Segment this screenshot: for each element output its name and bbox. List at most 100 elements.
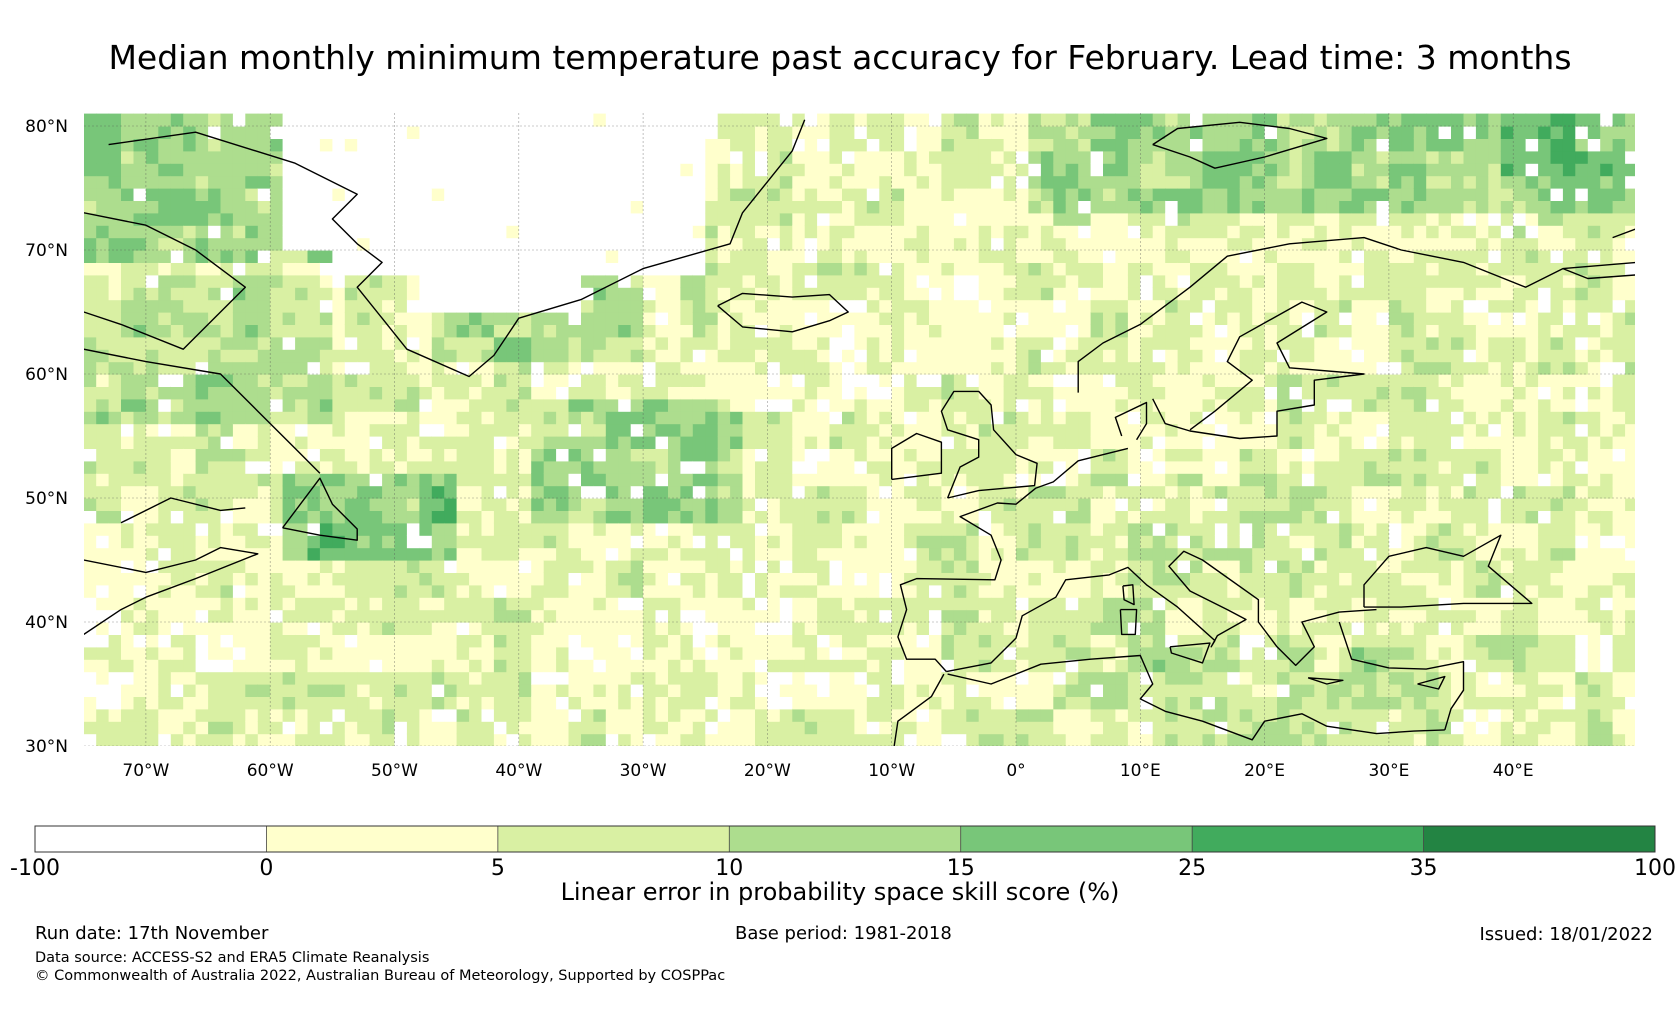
- skill-cell: [481, 535, 495, 549]
- skill-cell: [183, 374, 197, 387]
- skill-cell: [469, 299, 483, 313]
- skill-cell: [842, 262, 855, 276]
- skill-cell: [755, 510, 768, 524]
- skill-cell: [1140, 646, 1154, 660]
- skill-cell: [220, 336, 234, 350]
- skill-cell: [1289, 646, 1303, 660]
- skill-cell: [121, 448, 134, 462]
- skill-cell: [730, 584, 744, 598]
- skill-cell: [344, 609, 358, 623]
- skill-cell: [1264, 336, 1278, 350]
- skill-cell: [121, 299, 134, 313]
- skill-cell: [506, 597, 520, 611]
- skill-cell: [1103, 225, 1116, 239]
- skill-cell: [1028, 584, 1042, 598]
- skill-cell: [158, 460, 172, 474]
- skill-cell: [605, 299, 619, 313]
- skill-cell: [121, 622, 134, 635]
- skill-cell: [1214, 498, 1228, 511]
- skill-cell: [568, 510, 582, 524]
- skill-cell: [605, 423, 619, 437]
- skill-cell: [158, 436, 172, 449]
- skill-cell: [419, 510, 433, 524]
- skill-cell: [1152, 299, 1166, 313]
- skill-cell: [630, 646, 644, 660]
- skill-cell: [158, 560, 172, 573]
- skill-cell: [717, 473, 731, 487]
- skill-cell: [531, 535, 545, 549]
- skill-cell: [755, 237, 768, 251]
- skill-cell: [133, 411, 147, 425]
- skill-cell: [232, 473, 246, 487]
- skill-cell: [1277, 287, 1290, 301]
- skill-cell: [1127, 250, 1141, 263]
- skill-cell: [668, 299, 681, 313]
- skill-cell: [481, 287, 495, 301]
- skill-cell: [730, 423, 744, 437]
- skill-cell: [158, 262, 172, 276]
- skill-cell: [220, 659, 234, 673]
- skill-cell: [431, 560, 445, 573]
- skill-cell: [630, 622, 644, 635]
- skill-cell: [817, 609, 831, 623]
- skill-cell: [817, 250, 831, 263]
- skill-cell: [755, 448, 768, 462]
- skill-cell: [145, 163, 159, 177]
- skill-cell: [369, 597, 383, 611]
- skill-cell: [767, 126, 781, 139]
- skill-cell: [1289, 212, 1303, 226]
- skill-cell: [941, 250, 955, 263]
- skill-cell: [382, 721, 396, 735]
- skill-cell: [506, 535, 520, 549]
- skill-cell: [1165, 609, 1179, 623]
- skill-cell: [842, 646, 855, 660]
- skill-cell: [1090, 510, 1104, 524]
- skill-cell: [1140, 671, 1154, 685]
- skill-cell: [481, 126, 495, 139]
- skill-cell: [195, 237, 209, 251]
- skill-cell: [568, 659, 582, 673]
- skill-cell: [456, 163, 470, 177]
- skill-cell: [804, 671, 818, 685]
- skill-cell: [755, 398, 768, 412]
- skill-cell: [295, 584, 309, 598]
- skill-cell: [817, 126, 831, 139]
- skill-cell: [1190, 460, 1203, 474]
- skill-cell: [680, 448, 694, 462]
- skill-cell: [531, 659, 545, 673]
- skill-cell: [804, 584, 818, 598]
- skill-cell: [779, 299, 793, 313]
- skill-cell: [581, 274, 594, 288]
- skill-cell: [406, 113, 420, 127]
- skill-cell: [854, 411, 868, 425]
- skill-cell: [245, 473, 259, 487]
- skill-cell: [1165, 510, 1179, 524]
- skill-cell: [842, 349, 855, 363]
- skill-cell: [531, 411, 545, 425]
- skill-cell: [581, 150, 594, 164]
- skill-cell: [1177, 126, 1191, 139]
- skill-cell: [1115, 634, 1129, 648]
- skill-cell: [1214, 448, 1228, 462]
- skill-cell: [1165, 485, 1179, 499]
- skill-cell: [257, 634, 271, 648]
- skill-cell: [382, 225, 396, 239]
- skill-cell: [1103, 622, 1116, 635]
- skill-cell: [382, 473, 396, 487]
- skill-cell: [556, 237, 570, 251]
- skill-cell: [1202, 473, 1216, 487]
- skill-cell: [431, 324, 445, 338]
- skill-cell: [1152, 274, 1166, 288]
- skill-cell: [493, 448, 507, 462]
- skill-cell: [941, 374, 955, 387]
- skill-cell: [618, 622, 632, 635]
- skill-cell: [1165, 237, 1179, 251]
- skill-cell: [792, 436, 806, 449]
- skill-cell: [1214, 547, 1228, 561]
- skill-cell: [282, 547, 296, 561]
- skill-cell: [643, 126, 657, 139]
- skill-cell: [382, 361, 396, 375]
- skill-cell: [891, 274, 905, 288]
- skill-cell: [655, 225, 669, 239]
- skill-cell: [469, 535, 483, 549]
